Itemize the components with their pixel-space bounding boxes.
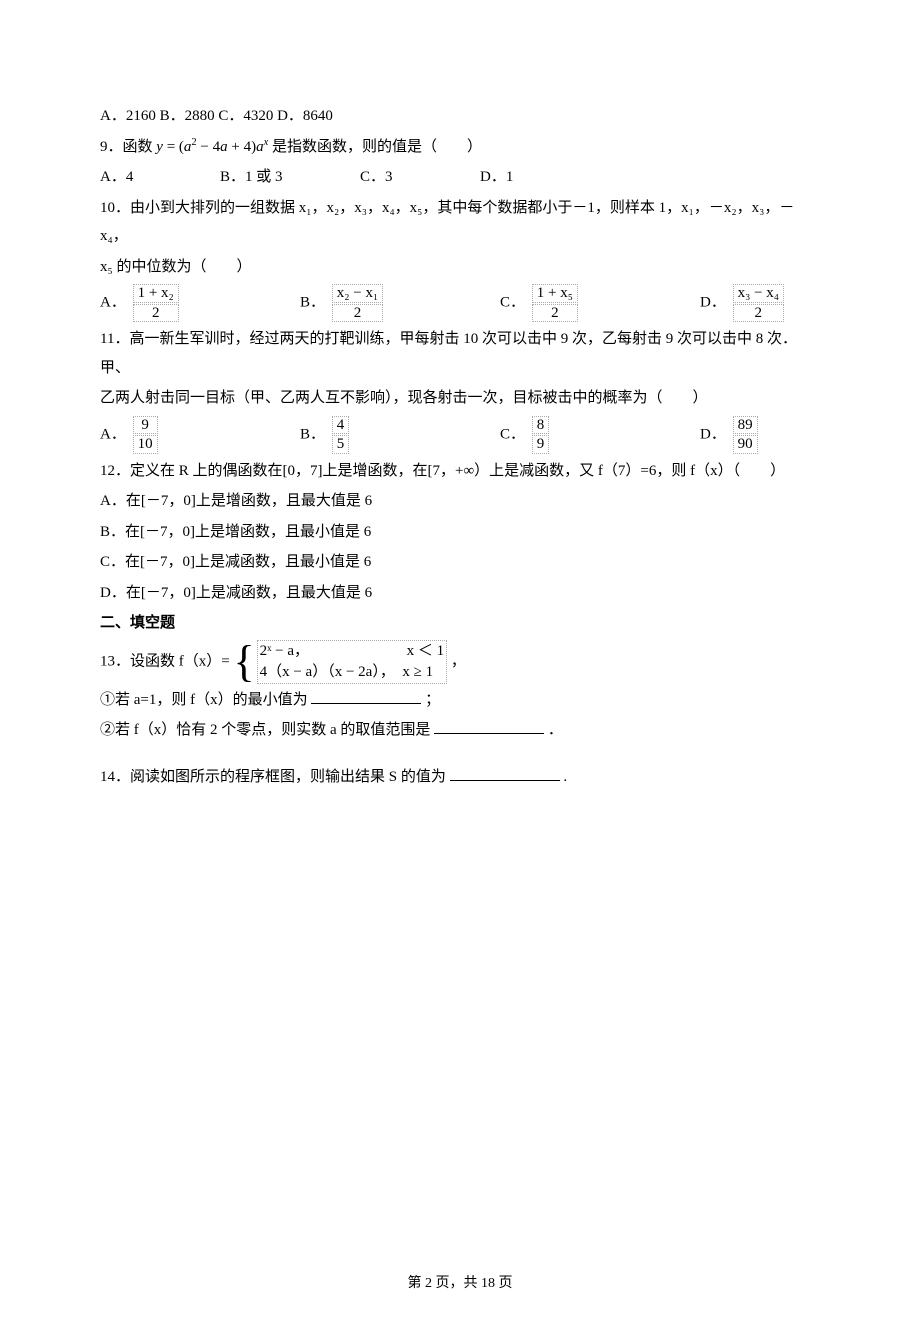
- q13-stem: 13．设函数 f（x）= { 2ˣ − a， x ＜ 1 4（x − a）（x …: [100, 640, 820, 684]
- q11-options: A． 9 10 B． 4 5 C． 8 9 D． 89 90: [100, 415, 820, 455]
- q9-opt-b: B．1 或 3: [220, 163, 360, 192]
- q13-part2-pre: ②若 f（x）恰有 2 个零点，则实数 a 的取值范围是: [100, 722, 430, 738]
- numerator: 8: [532, 416, 550, 435]
- opt-label: D．: [700, 426, 726, 442]
- q14-pre: 14．阅读如图所示的程序框图，则输出结果 S 的值为: [100, 769, 446, 785]
- q12-opt-c: C．在[－7，0]上是减函数，且最小值是 6: [100, 548, 820, 577]
- q12-opt-a: A．在[－7，0]上是增函数，且最大值是 6: [100, 487, 820, 516]
- opt-label: C．: [500, 426, 525, 442]
- fraction: 1 + x₅ 2: [531, 283, 579, 323]
- case2-left: 4（x − a）（x − 2a），: [260, 664, 388, 680]
- q11-stem-2: 乙两人射击同一目标（甲、乙两人互不影响），现各射击一次，目标被击中的概率为（ ）: [100, 384, 820, 413]
- fraction: 1 + x₂ 2: [132, 283, 180, 323]
- numerator: 9: [133, 416, 158, 435]
- spacer: [100, 747, 820, 761]
- q12-opt-b: B．在[－7，0]上是增函数，且最小值是 6: [100, 518, 820, 547]
- denominator: 2: [733, 304, 784, 323]
- q9-options: A．4 B．1 或 3 C．3 D．1: [100, 163, 820, 192]
- q11-stem-1: 11．高一新生军训时，经过两天的打靶训练，甲每射击 10 次可以击中 9 次，乙…: [100, 325, 820, 382]
- case1-left: 2ˣ − a，: [260, 643, 302, 659]
- opt-label: D．: [700, 294, 726, 310]
- q9-pre: 9．函数: [100, 139, 153, 155]
- fill-blank[interactable]: [450, 765, 560, 781]
- case2-right: x ≥ 1: [402, 664, 433, 680]
- page-footer: 第 2 页，共 18 页: [100, 1271, 820, 1298]
- q9-opt-a: A．4: [100, 163, 220, 192]
- left-brace-icon: {: [233, 640, 254, 684]
- opt-label: B．: [300, 426, 325, 442]
- numerator: 4: [332, 416, 350, 435]
- case1-right: x ＜ 1: [407, 643, 445, 659]
- denominator: 2: [332, 304, 383, 323]
- q13-part2-post: ．: [548, 722, 563, 738]
- q10-stem-2: x₅ 的中位数为（ ）: [100, 253, 820, 282]
- q9-stem: 9．函数 y = (a2 − 4a + 4)ax 是指数函数，则的值是（ ）: [100, 133, 820, 162]
- numerator: 1 + x₅: [532, 284, 578, 303]
- q11-opt-c: C． 8 9: [500, 415, 700, 455]
- opt-label: C．: [500, 294, 525, 310]
- denominator: 5: [332, 435, 350, 454]
- fraction: x₃ − x₄ 2: [732, 283, 785, 323]
- numerator: 1 + x₂: [133, 284, 179, 303]
- piecewise: { 2ˣ − a， x ＜ 1 4（x − a）（x − 2a）， x ≥ 1: [233, 640, 447, 684]
- q9-post: 是指数函数，则的值是（ ）: [272, 139, 482, 155]
- fill-blank[interactable]: [311, 688, 421, 704]
- q13-part1-pre: ①若 a=1，则 f（x）的最小值为: [100, 692, 308, 708]
- denominator: 9: [532, 435, 550, 454]
- q13-tail: ，: [451, 653, 466, 669]
- q11-opt-b: B． 4 5: [300, 415, 500, 455]
- q10-opt-d: D． x₃ − x₄ 2: [700, 283, 900, 323]
- fill-blank[interactable]: [434, 718, 544, 734]
- q14-stem: 14．阅读如图所示的程序框图，则输出结果 S 的值为 .: [100, 763, 820, 792]
- q11-opt-d: D． 89 90: [700, 415, 900, 455]
- q10-options: A． 1 + x₂ 2 B． x₂ − x₁ 2 C． 1 + x₅ 2 D． …: [100, 283, 820, 323]
- opt-label: A．: [100, 426, 126, 442]
- fraction: 4 5: [331, 415, 351, 455]
- q13-part1-post: ；: [425, 692, 440, 708]
- q9-formula: y = (a2 − 4a + 4)ax: [156, 139, 272, 155]
- numerator: x₂ − x₁: [332, 284, 383, 303]
- fraction: 9 10: [132, 415, 159, 455]
- case-2: 4（x − a）（x − 2a）， x ≥ 1: [260, 662, 445, 683]
- q13-part2: ②若 f（x）恰有 2 个零点，则实数 a 的取值范围是 ．: [100, 716, 820, 745]
- q13-part1: ①若 a=1，则 f（x）的最小值为 ；: [100, 686, 820, 715]
- page-container: A．2160 B．2880 C．4320 D．8640 9．函数 y = (a2…: [50, 0, 870, 1338]
- fraction: 89 90: [732, 415, 759, 455]
- q10-opt-c: C． 1 + x₅ 2: [500, 283, 700, 323]
- q12-stem: 12．定义在 R 上的偶函数在[0，7]上是增函数，在[7，+∞）上是减函数，又…: [100, 457, 820, 486]
- q10-stem-1: 10．由小到大排列的一组数据 x₁，x₂，x₃，x₄，x₅，其中每个数据都小于－…: [100, 194, 820, 251]
- q13-pre: 13．设函数 f（x）=: [100, 653, 230, 669]
- q8-options: A．2160 B．2880 C．4320 D．8640: [100, 102, 820, 131]
- q12-opt-d: D．在[－7，0]上是减函数，且最大值是 6: [100, 579, 820, 608]
- opt-label: B．: [300, 294, 325, 310]
- case-1: 2ˣ − a， x ＜ 1: [260, 641, 445, 662]
- fraction: x₂ − x₁ 2: [331, 283, 384, 323]
- denominator: 10: [133, 435, 158, 454]
- denominator: 2: [133, 304, 179, 323]
- section-2-heading: 二、填空题: [100, 609, 820, 638]
- denominator: 2: [532, 304, 578, 323]
- fraction: 8 9: [531, 415, 551, 455]
- denominator: 90: [733, 435, 758, 454]
- opt-label: A．: [100, 294, 126, 310]
- q14-post: .: [563, 769, 567, 785]
- q9-opt-d: D．1: [480, 163, 513, 192]
- q11-opt-a: A． 9 10: [100, 415, 300, 455]
- numerator: x₃ − x₄: [733, 284, 784, 303]
- cases: 2ˣ − a， x ＜ 1 4（x − a）（x − 2a）， x ≥ 1: [257, 640, 448, 684]
- numerator: 89: [733, 416, 758, 435]
- q10-opt-b: B． x₂ − x₁ 2: [300, 283, 500, 323]
- q9-opt-c: C．3: [360, 163, 480, 192]
- q10-opt-a: A． 1 + x₂ 2: [100, 283, 300, 323]
